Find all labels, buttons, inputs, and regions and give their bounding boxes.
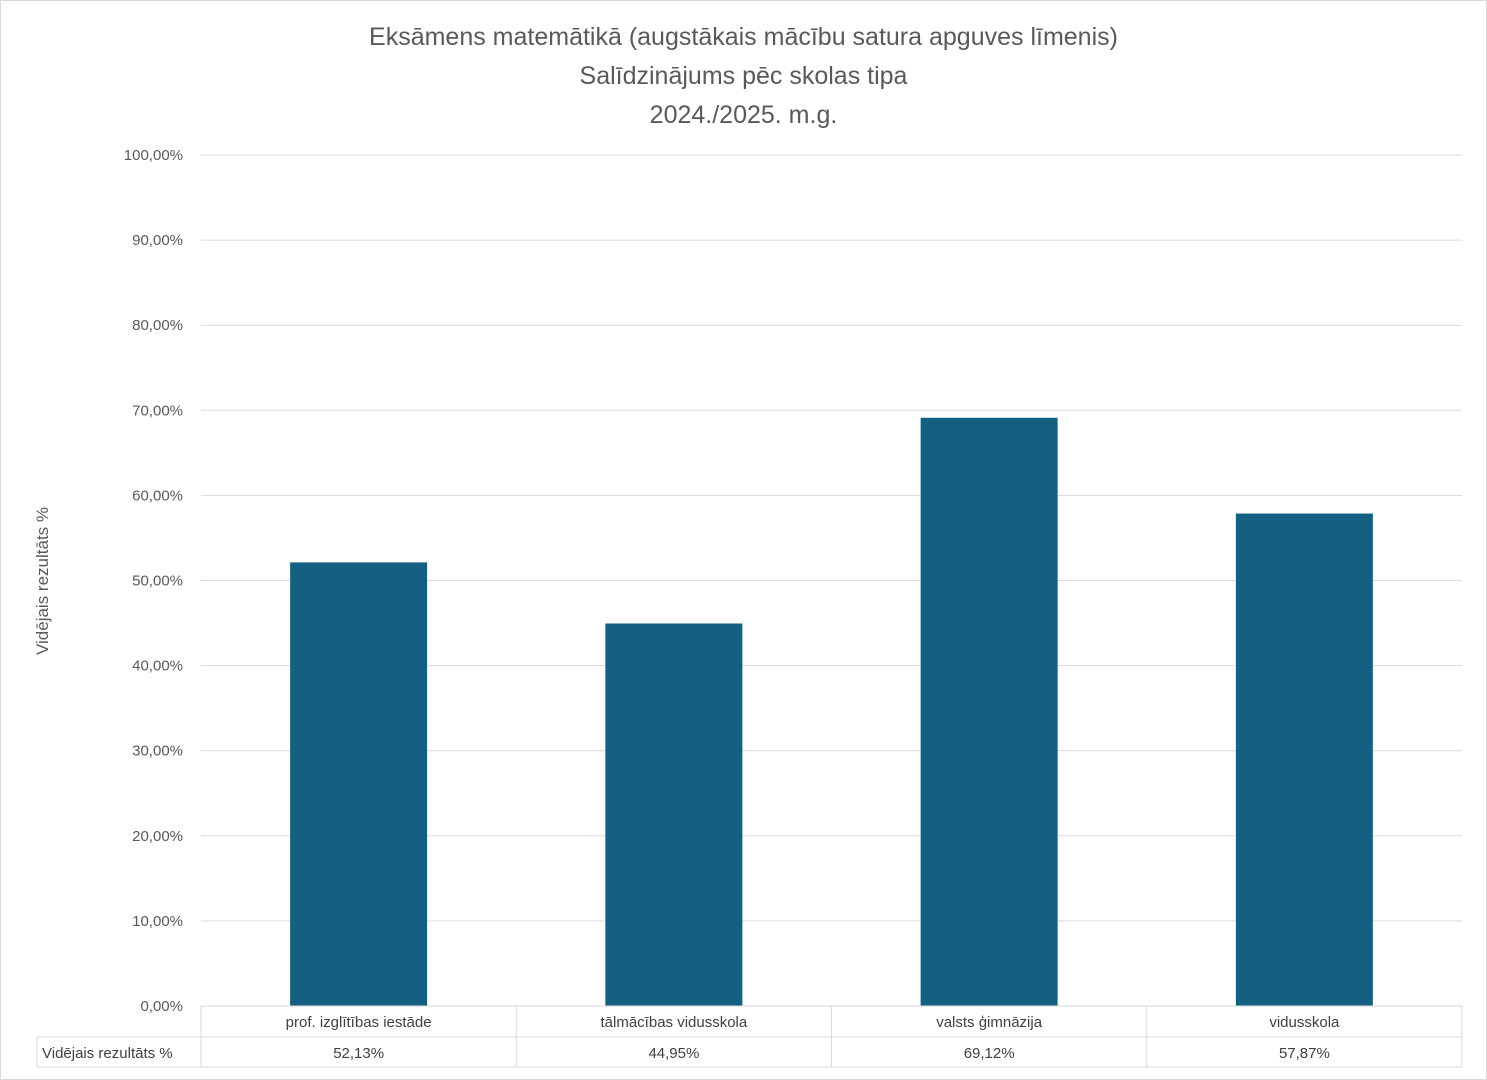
y-tick-label: 70,00% [132, 402, 183, 419]
category-label: tālmācības vidusskola [601, 1014, 748, 1031]
category-label: prof. izglītības iestāde [286, 1014, 432, 1031]
bar [605, 623, 743, 1006]
y-tick-label: 100,00% [124, 147, 183, 164]
y-tick-label: 60,00% [132, 487, 183, 504]
y-tick-label: 50,00% [132, 573, 183, 590]
data-label: 57,87% [1279, 1045, 1330, 1062]
category-label: vidusskola [1269, 1014, 1340, 1031]
chart-subtitle-1: Salīdzinājums pēc skolas tipa [579, 62, 908, 90]
bar [920, 417, 1058, 1006]
y-tick-label: 0,00% [140, 998, 183, 1015]
y-tick-label: 20,00% [132, 828, 183, 845]
bar [290, 562, 428, 1006]
series-name: Vidējais rezultāts % [42, 1045, 173, 1062]
data-label: 69,12% [964, 1045, 1015, 1062]
y-tick-label: 80,00% [132, 317, 183, 334]
y-tick-label: 40,00% [132, 658, 183, 675]
category-label: valsts ģimnāzija [936, 1014, 1043, 1031]
data-label: 44,95% [648, 1045, 699, 1062]
chart-subtitle-2: 2024./2025. m.g. [649, 101, 838, 129]
y-tick-label: 30,00% [132, 743, 183, 760]
chart-title: Eksāmens matemātikā (augstākais mācību s… [369, 23, 1118, 51]
chart-title-block: Eksāmens matemātikā (augstākais mācību s… [0, 18, 1487, 135]
y-tick-label: 10,00% [132, 913, 183, 930]
data-label: 52,13% [333, 1045, 384, 1062]
y-tick-label: 90,00% [132, 232, 183, 249]
bar [1235, 513, 1373, 1006]
